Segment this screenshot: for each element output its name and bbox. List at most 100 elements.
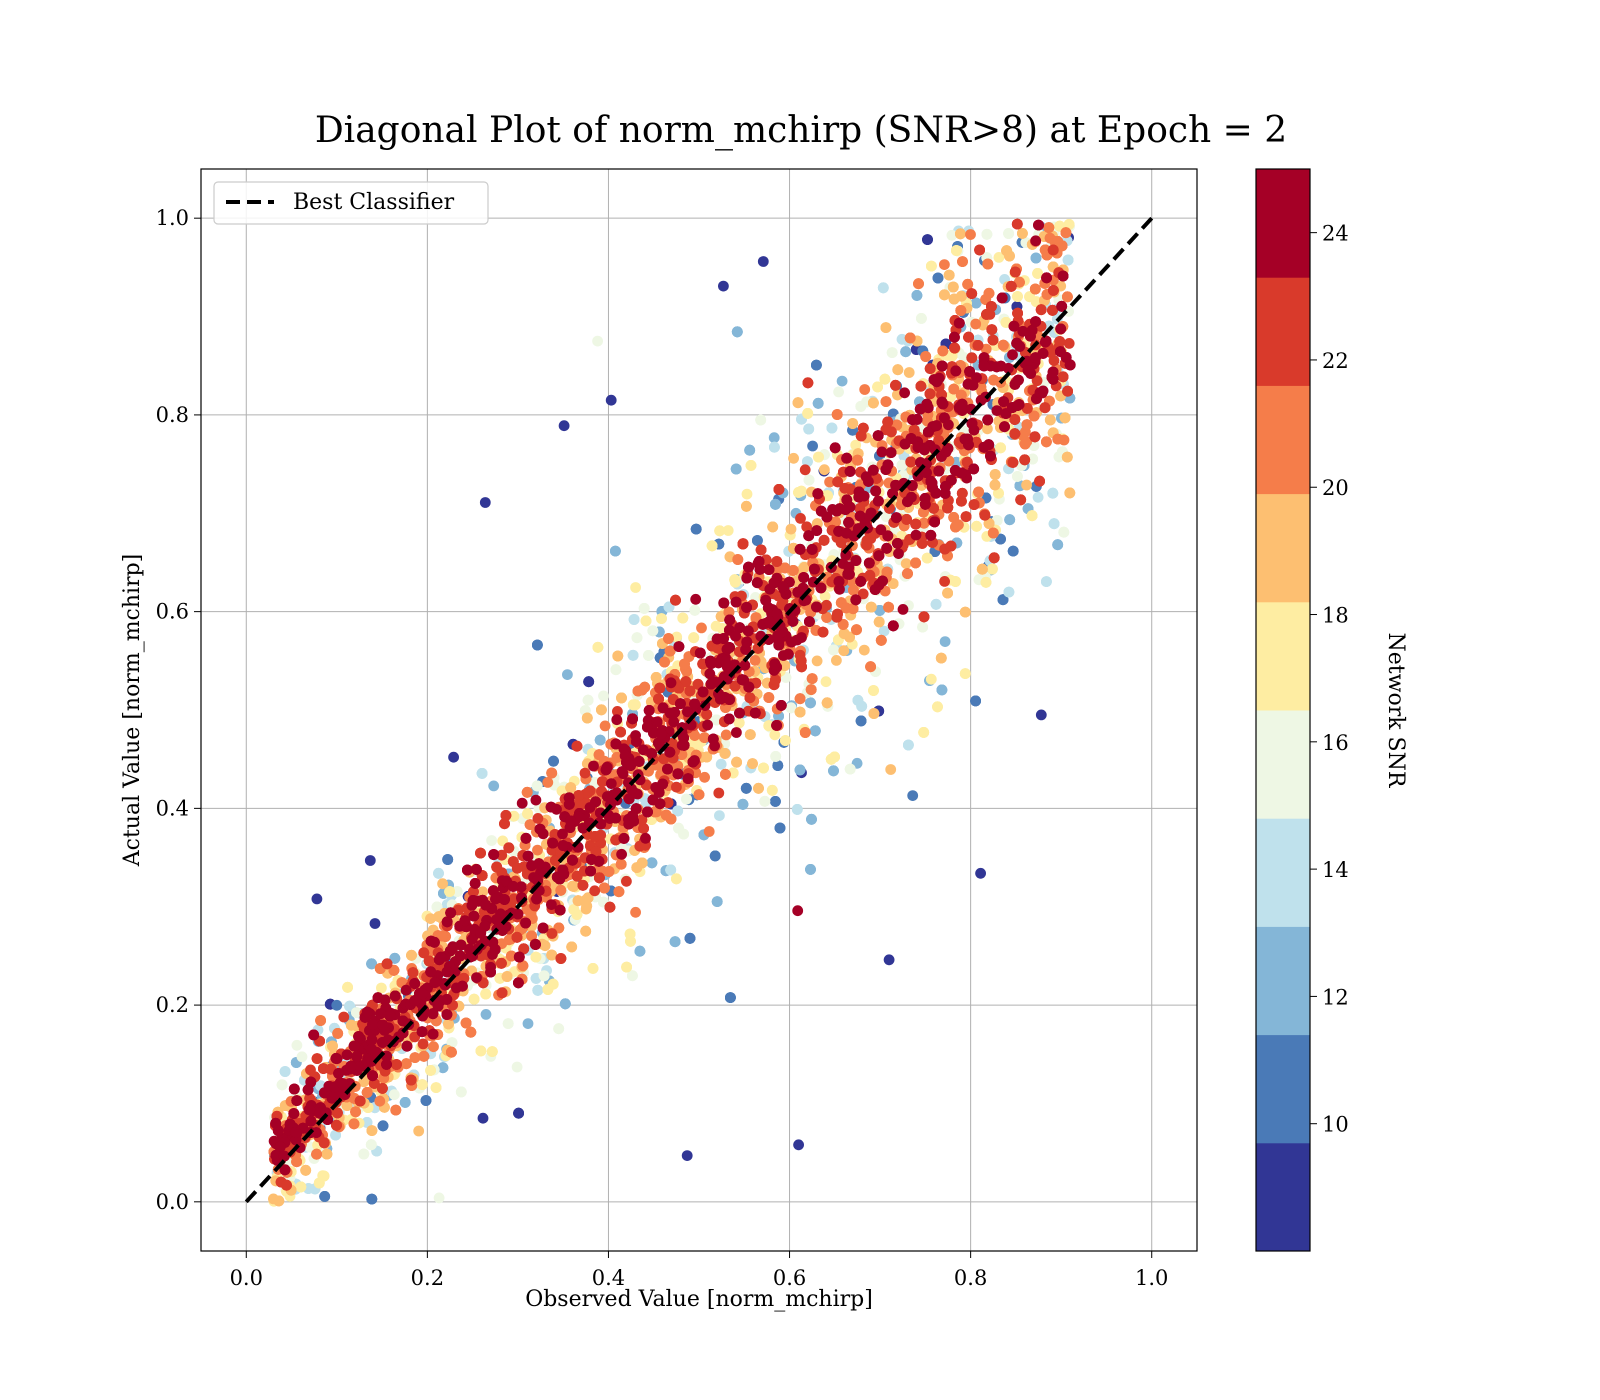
scatter-point [594, 734, 606, 746]
scatter-point [770, 498, 781, 510]
scatter-point [399, 1097, 411, 1108]
scatter-point [468, 993, 480, 1005]
scatter-point [406, 949, 417, 961]
scatter-point [1003, 228, 1014, 239]
scatter-point [1061, 451, 1073, 463]
scatter-point [684, 932, 696, 944]
scatter-point [932, 701, 943, 713]
scatter-point [558, 420, 570, 432]
scatter-point [480, 1009, 492, 1020]
scatter-point [844, 763, 856, 775]
scatter-point [749, 655, 761, 666]
scatter-point [532, 844, 543, 856]
scatter-point [615, 858, 627, 870]
scatter-point [627, 970, 638, 982]
scatter-point [366, 1193, 378, 1205]
scatter-point [331, 999, 343, 1011]
scatter-point [802, 456, 813, 467]
scatter-point [788, 452, 799, 464]
scatter-point [939, 289, 950, 301]
scatter-point [970, 318, 982, 330]
scatter-point [917, 621, 928, 633]
scatter-point [879, 373, 891, 385]
scatter-point [939, 259, 950, 270]
scatter-point [826, 422, 838, 434]
scatter-point [744, 729, 756, 740]
scatter-point [997, 594, 1009, 606]
scatter-points [268, 218, 1076, 1207]
scatter-point [565, 782, 577, 793]
scatter-point [995, 533, 1006, 545]
scatter-point [513, 1107, 524, 1119]
scatter-point [613, 886, 625, 898]
scatter-point [971, 520, 982, 532]
scatter-point [693, 789, 705, 800]
scatter-point [351, 1007, 362, 1018]
scatter-point [465, 1026, 477, 1038]
scatter-point [793, 1139, 804, 1151]
scatter-point [868, 685, 879, 696]
scatter-point [755, 414, 767, 426]
scatter-point [388, 1089, 400, 1101]
scatter-point [448, 751, 459, 763]
scatter-point [769, 729, 781, 741]
scatter-point [559, 998, 571, 1010]
scatter-point [610, 664, 622, 676]
scatter-point [930, 598, 942, 610]
scatter-point [807, 440, 818, 452]
scatter-point [538, 970, 550, 982]
scatter-point [1044, 414, 1056, 426]
scatter-point [792, 397, 804, 409]
scatter-point [747, 758, 758, 769]
scatter-point [955, 228, 966, 240]
scatter-point [995, 442, 1006, 454]
scatter-point [706, 540, 718, 552]
scatter-point [437, 1062, 449, 1074]
scatter-point [821, 697, 833, 709]
scatter-point [982, 258, 994, 270]
scatter-point [740, 782, 752, 794]
scatter-point [997, 339, 1009, 351]
scatter-point [770, 796, 781, 807]
scatter-point [342, 981, 353, 993]
scatter-point [677, 612, 689, 624]
scatter-point [605, 394, 617, 406]
scatter-point [479, 497, 491, 508]
scatter-point [480, 988, 492, 1000]
scatter-point [921, 552, 933, 564]
scatter-point [806, 813, 817, 825]
scatter-point [319, 1191, 331, 1202]
scatter-point [757, 256, 769, 267]
scatter-point [502, 1018, 514, 1029]
scatter-point [1004, 250, 1015, 262]
scatter-point [989, 479, 1001, 491]
scatter-point [592, 335, 603, 347]
scatter-point [656, 613, 667, 624]
scatter-point [903, 739, 914, 751]
scatter-point [1004, 514, 1016, 526]
scatter-point [476, 768, 488, 779]
scatter-point [638, 603, 650, 614]
scatter-point [1047, 487, 1059, 499]
scatter-point [730, 463, 742, 475]
scatter-point [1048, 518, 1060, 530]
scatter-point [714, 810, 725, 821]
scatter-point [785, 523, 797, 535]
scatter-point [364, 855, 376, 866]
scatter-point [547, 978, 559, 990]
scatter-point [752, 535, 763, 546]
scatter-point [532, 984, 544, 996]
scatter-point [903, 367, 915, 378]
scatter-point [568, 881, 579, 892]
scatter-point [813, 451, 824, 463]
scatter-point [596, 704, 607, 716]
scatter-point [907, 790, 919, 801]
scatter-point [766, 784, 778, 796]
scatter-point [627, 649, 639, 661]
scatter-point [744, 444, 756, 456]
scatter-point [896, 333, 908, 345]
scatter-point [989, 469, 1001, 480]
scatter-point [873, 616, 885, 628]
scatter-point [321, 1148, 333, 1160]
scatter-point [610, 545, 621, 557]
